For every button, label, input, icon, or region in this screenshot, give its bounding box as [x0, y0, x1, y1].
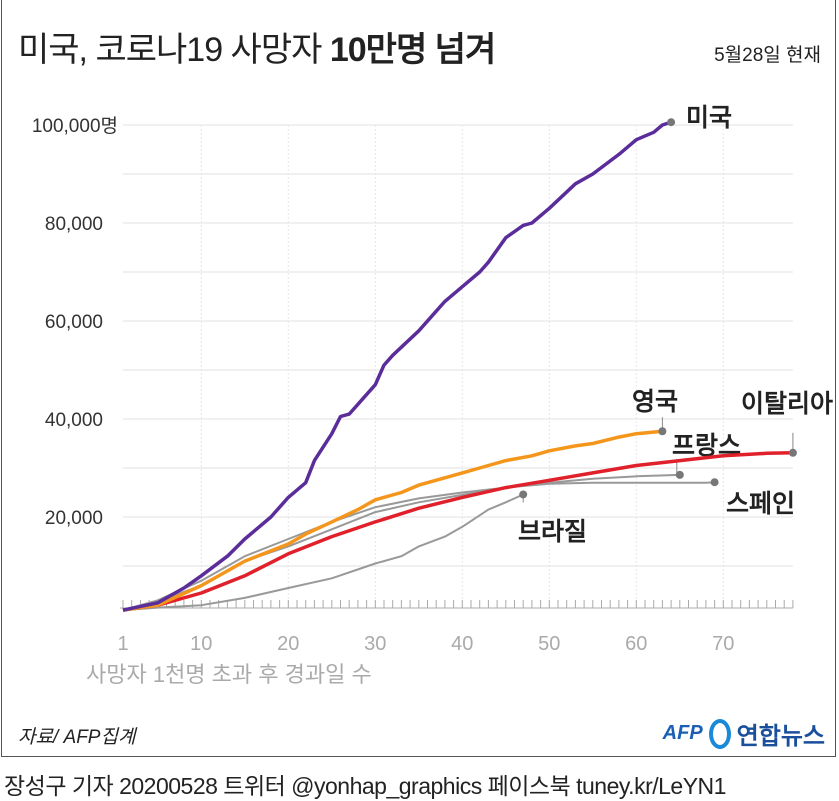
- y-tick-label: 60,000: [45, 312, 103, 333]
- series-line-영국: [122, 429, 663, 612]
- x-tick-label: 50: [538, 633, 560, 655]
- series-label: 미국: [686, 103, 732, 132]
- date-label: 5월28일 현재: [714, 45, 821, 66]
- x-tick-label: 60: [625, 633, 647, 655]
- series-label: 브라질: [518, 517, 587, 546]
- chart-frame: [1, 0, 836, 757]
- source-label: 자료/ AFP집계: [18, 727, 136, 748]
- series-line-미국: [122, 120, 672, 612]
- series-label: 스페인: [726, 489, 795, 518]
- yonhap-logo: 연합뉴스: [736, 723, 825, 750]
- end-marker: [519, 490, 528, 499]
- logo: AFP 연합뉴스: [663, 716, 825, 751]
- series-line-스페인: [122, 481, 715, 612]
- end-marker: [710, 478, 719, 487]
- end-marker: [788, 448, 797, 457]
- x-tick-label: 1: [117, 633, 128, 655]
- x-axis-label: 사망자 1천명 초과 후 경과일 수: [86, 662, 372, 687]
- title-bold-text: 10만명 넘겨: [329, 31, 496, 69]
- end-marker: [667, 118, 676, 127]
- x-tick-label: 40: [451, 633, 473, 655]
- title-text: 미국, 코로나19 사망자: [18, 31, 330, 69]
- y-tick-label: 80,000: [45, 214, 103, 235]
- x-tick-label: 10: [190, 633, 212, 655]
- x-tick-label: 70: [712, 633, 734, 655]
- series-line-이탈리아: [122, 451, 793, 612]
- y-tick-label: 20,000: [45, 508, 103, 529]
- footer-credit: 장성구 기자 20200528 트위터 @yonhap_graphics 페이스…: [4, 773, 726, 799]
- series-label: 영국: [632, 387, 678, 416]
- y-tick-label: 40,000: [45, 410, 103, 431]
- chart-title: 미국, 코로나19 사망자 10만명 넘겨: [18, 22, 496, 71]
- series-label: 이탈리아: [741, 389, 833, 418]
- x-tick-label: 30: [364, 633, 386, 655]
- line-chart: 20,000 40,000 60,000 80,000 100,000명 1 10 20 30 4…: [32, 103, 833, 687]
- x-tick-label: 20: [277, 633, 299, 655]
- series-line-브라질: [122, 493, 524, 612]
- end-marker: [658, 427, 667, 436]
- afp-logo: AFP: [662, 722, 703, 744]
- yonhap-logo-icon: [708, 718, 731, 749]
- end-marker: [675, 470, 684, 479]
- y-tick-label: 100,000명: [32, 115, 118, 137]
